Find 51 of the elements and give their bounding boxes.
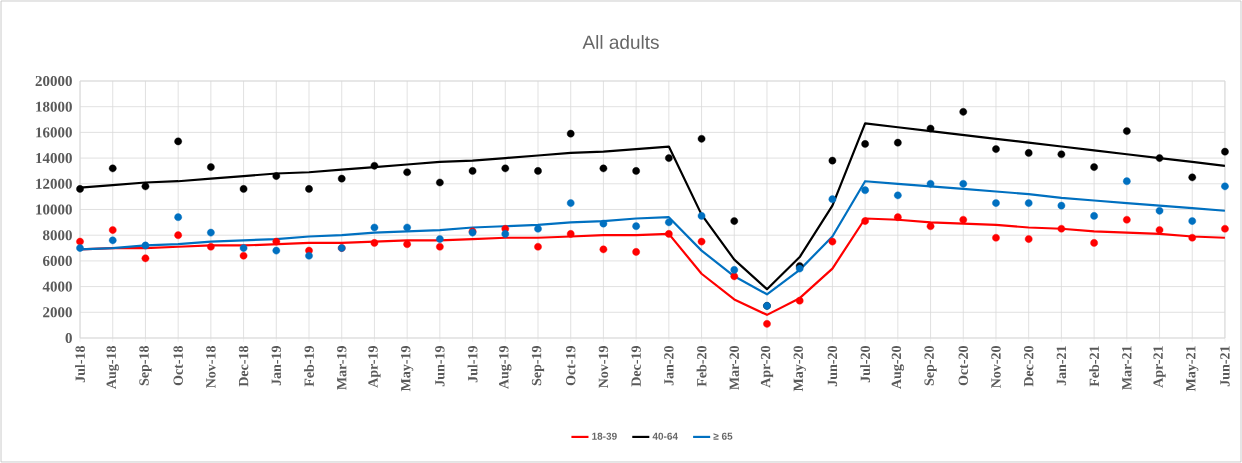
x-tick-label: Oct-18 — [173, 345, 183, 386]
x-tick-label: Feb-21 — [1089, 346, 1100, 387]
x-tick-label: Sep-19 — [531, 346, 545, 386]
legend-label: ≥ 65 — [713, 432, 733, 440]
x-tick-label: Jun-20 — [827, 346, 838, 387]
y-tick-label: 18000 — [36, 101, 72, 112]
x-tick-label: Apr-20 — [760, 346, 774, 388]
x-tick-label: Apr-19 — [368, 346, 381, 388]
x-tick-label: Jul-19 — [467, 346, 478, 383]
x-tick-label: Jun-21 — [1220, 346, 1230, 387]
x-tick-label: Nov-18 — [206, 345, 216, 389]
x-tick-label: Oct-20 — [958, 346, 968, 386]
x-tick-label: Dec-18 — [238, 345, 249, 387]
y-tick-label: 6000 — [43, 255, 72, 266]
legend-label: 40-64 — [652, 432, 678, 440]
x-tick-label: Aug-18 — [106, 345, 119, 389]
x-tick-label: May-20 — [793, 346, 806, 392]
y-tick-label: 8000 — [42, 230, 72, 241]
y-tick-label: 20000 — [35, 75, 72, 87]
y-tick-label: 14000 — [36, 153, 72, 164]
x-tick-label: Jul-20 — [860, 346, 871, 383]
x-tick-label: Mar-19 — [337, 346, 347, 390]
x-tick-label: Jul-18 — [75, 345, 85, 383]
x-tick-label: Oct-19 — [566, 346, 576, 386]
x-tick-label: Nov-19 — [598, 346, 609, 389]
x-tick-label: Sep-18 — [139, 345, 152, 386]
x-tick-label: Aug-20 — [891, 346, 905, 389]
x-tick-label: Aug-19 — [499, 346, 512, 389]
x-tick-label: Dec-19 — [631, 346, 641, 387]
x-tick-label: Apr-21 — [1153, 346, 1166, 388]
x-tick-label: Nov-20 — [991, 346, 1001, 389]
x-tick-label: Mar-21 — [1122, 346, 1132, 390]
x-tick-label: Sep-20 — [924, 346, 937, 386]
x-tick-label: Mar-20 — [729, 346, 739, 390]
y-tick-label: 2000 — [43, 307, 72, 318]
x-tick-label: Jan-21 — [1056, 346, 1067, 386]
y-tick-label: 16000 — [36, 127, 72, 138]
y-tick-label: 0 — [65, 332, 72, 344]
y-tick-label: 10000 — [36, 204, 72, 215]
x-tick-label: May-21 — [1186, 346, 1199, 392]
y-tick-label: 4000 — [42, 281, 72, 292]
x-tick-label: Feb-19 — [304, 346, 314, 387]
y-tick-label: 12000 — [36, 178, 72, 189]
x-tick-label: Feb-20 — [696, 346, 707, 387]
legend-label: 18-39 — [592, 432, 617, 440]
x-tick-label: Dec-20 — [1023, 346, 1034, 387]
x-tick-label: Jan-20 — [664, 346, 674, 386]
x-tick-label: Jun-19 — [435, 346, 445, 387]
chart-title: All adults — [582, 35, 659, 49]
x-tick-label: May-19 — [401, 346, 414, 392]
x-tick-label: Jan-19 — [271, 346, 281, 386]
